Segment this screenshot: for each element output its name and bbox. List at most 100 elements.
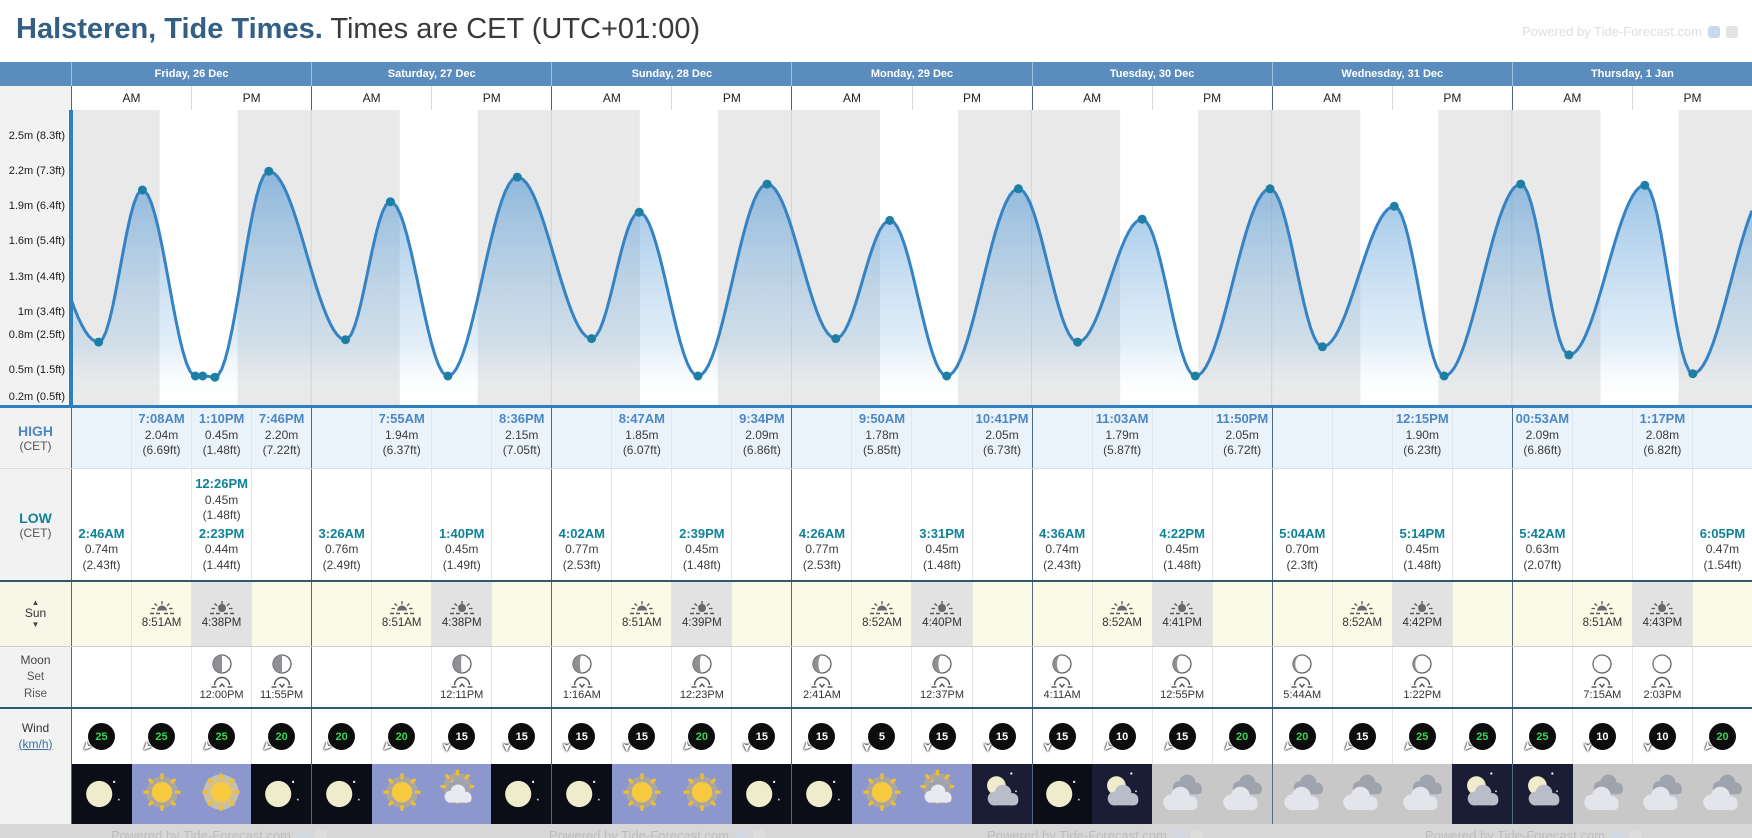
tide-height-m: 1.78m xyxy=(865,427,899,442)
tide-height-m: 0.45m xyxy=(204,492,239,507)
sunrise-time: 8:52AM xyxy=(1102,616,1142,629)
day-header-cell: Sunday, 28 Dec xyxy=(551,62,791,86)
wind-speed: 15 xyxy=(515,730,528,743)
weather-slot xyxy=(1452,764,1512,824)
low-tide-entry: 2:39PM 0.45m (1.48ft) xyxy=(672,526,731,573)
high-tide-slot: 1:17PM 2.08m (6.82ft) xyxy=(1631,408,1692,468)
weather-icon-moon xyxy=(1032,764,1093,824)
high-tide-entry: 1:17PM 2.08m (6.82ft) xyxy=(1633,411,1692,458)
wind-slot: 10 ➤ xyxy=(1571,709,1632,764)
high-tide-slot: 12:15PM 1.90m (6.23ft) xyxy=(1391,408,1452,468)
moon-phase-icon xyxy=(271,653,292,674)
sunset-icon xyxy=(689,600,714,614)
moon-slot: 11:55PM xyxy=(251,647,311,707)
weather-slot xyxy=(491,764,552,824)
weather-icon-cloud xyxy=(1632,764,1693,824)
moon-slot xyxy=(1091,647,1152,707)
wind-day-cell: 25 ➤ 10 ➤ 10 ➤ 20 ➤ xyxy=(1511,709,1752,764)
low-tide-slot: 5:14PM 0.45m (1.48ft) xyxy=(1391,469,1452,580)
tide-height-ft: (5.87ft) xyxy=(1103,442,1142,457)
y-axis-label: 1.6m (5.4ft) xyxy=(8,235,65,248)
wind-slot: 15 ➤ xyxy=(1331,709,1392,764)
ampm-cell: AM PM xyxy=(551,86,791,110)
weather-icon-moon xyxy=(731,764,792,824)
low-tide-slot xyxy=(371,469,431,580)
wind-badge: 20 ➤ xyxy=(259,723,296,756)
high-tide-entry: 7:08AM 2.04m (6.69ft) xyxy=(132,411,191,458)
y-axis-label: 1.9m (6.4ft) xyxy=(8,200,65,213)
wind-day-cell: 15 ➤ 15 ➤ 20 ➤ 15 ➤ xyxy=(551,709,791,764)
wind-speed: 5 xyxy=(878,730,886,743)
tide-time: 8:47AM xyxy=(618,411,665,426)
sunset-time: 4:38PM xyxy=(201,616,242,629)
tide-time: 9:50AM xyxy=(858,411,906,426)
weather-slot xyxy=(251,764,312,824)
sunset-arrow-icon: ▼ xyxy=(31,619,40,629)
wind-badge: 20 ➤ xyxy=(379,723,416,756)
y-axis-label: 0.5m (1.5ft) xyxy=(8,364,65,377)
watermark-text: Powered by Tide-Forecast.com xyxy=(1522,24,1702,39)
moon-set-time: 11:55PM xyxy=(260,688,304,701)
moon-slot: 5:44AM xyxy=(1273,647,1332,707)
wind-slot: 15 ➤ xyxy=(792,709,851,764)
sun-slot: 8:51AM xyxy=(131,582,191,646)
weather-icon-moon-cloud xyxy=(1512,764,1573,824)
tide-height-m: 0.45m xyxy=(1405,542,1439,557)
wind-speed: 10 xyxy=(1656,730,1669,743)
moon-set-label: Set xyxy=(26,671,45,684)
tide-height-ft: (7.22ft) xyxy=(262,442,301,457)
wind-direction-arrow: ➤ xyxy=(1459,738,1477,756)
moonset-icon xyxy=(1051,676,1073,688)
moon-slot: 1:16AM xyxy=(552,647,611,707)
high-tide-entry: 9:34PM 2.09m (6.86ft) xyxy=(732,411,791,458)
wind-day-cell: 15 ➤ 5 ➤ 15 ➤ 15 ➤ xyxy=(791,709,1031,764)
tide-time: 4:36AM xyxy=(1038,525,1086,541)
weather-icon-cloud xyxy=(1152,764,1212,824)
sunset-time: 4:42PM xyxy=(1402,616,1443,629)
wind-badge: 10 ➤ xyxy=(1581,723,1616,752)
moon-day-cell: 2:41AM 12:37PM xyxy=(791,647,1031,707)
moon-slot xyxy=(851,647,911,707)
watermark-text: Powered by Tide-Forecast.com xyxy=(111,828,291,838)
wind-speed: 25 xyxy=(155,730,168,743)
wind-slot: 10 ➤ xyxy=(1091,709,1152,764)
weather-slot xyxy=(552,764,613,824)
sun-slot: 4:38PM xyxy=(431,582,492,646)
y-axis-label: 0.2m (0.5ft) xyxy=(8,391,65,403)
tide-time: 12:15PM xyxy=(1395,411,1449,426)
sun-day-cell: 8:51AM 4:43PM xyxy=(1511,582,1752,646)
tide-height-m: 0.63m xyxy=(1525,542,1560,557)
moon-slot xyxy=(611,647,671,707)
wind-direction-arrow: ➤ xyxy=(1699,738,1717,756)
wind-slot: 20 ➤ xyxy=(312,709,371,764)
sun-slot: 4:39PM xyxy=(671,582,732,646)
moon-rise-time: 1:22PM xyxy=(1403,688,1442,701)
high-tide-day-cell: 12:15PM 1.90m (6.23ft) xyxy=(1271,408,1512,468)
high-tide-entry: 8:47AM 1.85m (6.07ft) xyxy=(612,411,671,458)
wind-speed: 15 xyxy=(635,730,648,743)
moon-phase-icon xyxy=(1052,653,1072,674)
wind-badge: 25 ➤ xyxy=(1459,723,1496,756)
ampm-cell: AM PM xyxy=(311,86,551,110)
wind-direction-arrow: ➤ xyxy=(1159,738,1177,756)
high-tide-slot xyxy=(431,408,491,468)
day-header-cell: Friday, 26 Dec xyxy=(71,62,311,86)
wind-unit-link[interactable]: (km/h) xyxy=(18,736,53,751)
wind-speed: 15 xyxy=(935,730,949,743)
wind-direction-arrow: ➤ xyxy=(1580,741,1595,753)
day-header-cell: Tuesday, 30 Dec xyxy=(1031,62,1272,86)
high-tide-slot xyxy=(911,408,971,468)
weather-day-cell xyxy=(1271,764,1512,824)
weather-slot xyxy=(671,764,732,824)
timezone-subtitle: Times are CET (UTC+01:00) xyxy=(322,13,701,45)
wind-slot: 15 ➤ xyxy=(1151,709,1212,764)
weather-icon-sun xyxy=(671,764,732,824)
weather-icon-moon xyxy=(552,764,613,824)
sunrise-icon xyxy=(629,600,654,614)
sun-day-cell: 8:51AM 4:38PM xyxy=(71,582,311,646)
wind-speed: 25 xyxy=(215,730,228,743)
pm-label: PM xyxy=(671,86,791,110)
y-axis-label: 1.3m (4.4ft) xyxy=(8,270,65,283)
moon-set-time: 7:15AM xyxy=(1583,688,1622,701)
high-tide-slot xyxy=(1273,408,1332,468)
